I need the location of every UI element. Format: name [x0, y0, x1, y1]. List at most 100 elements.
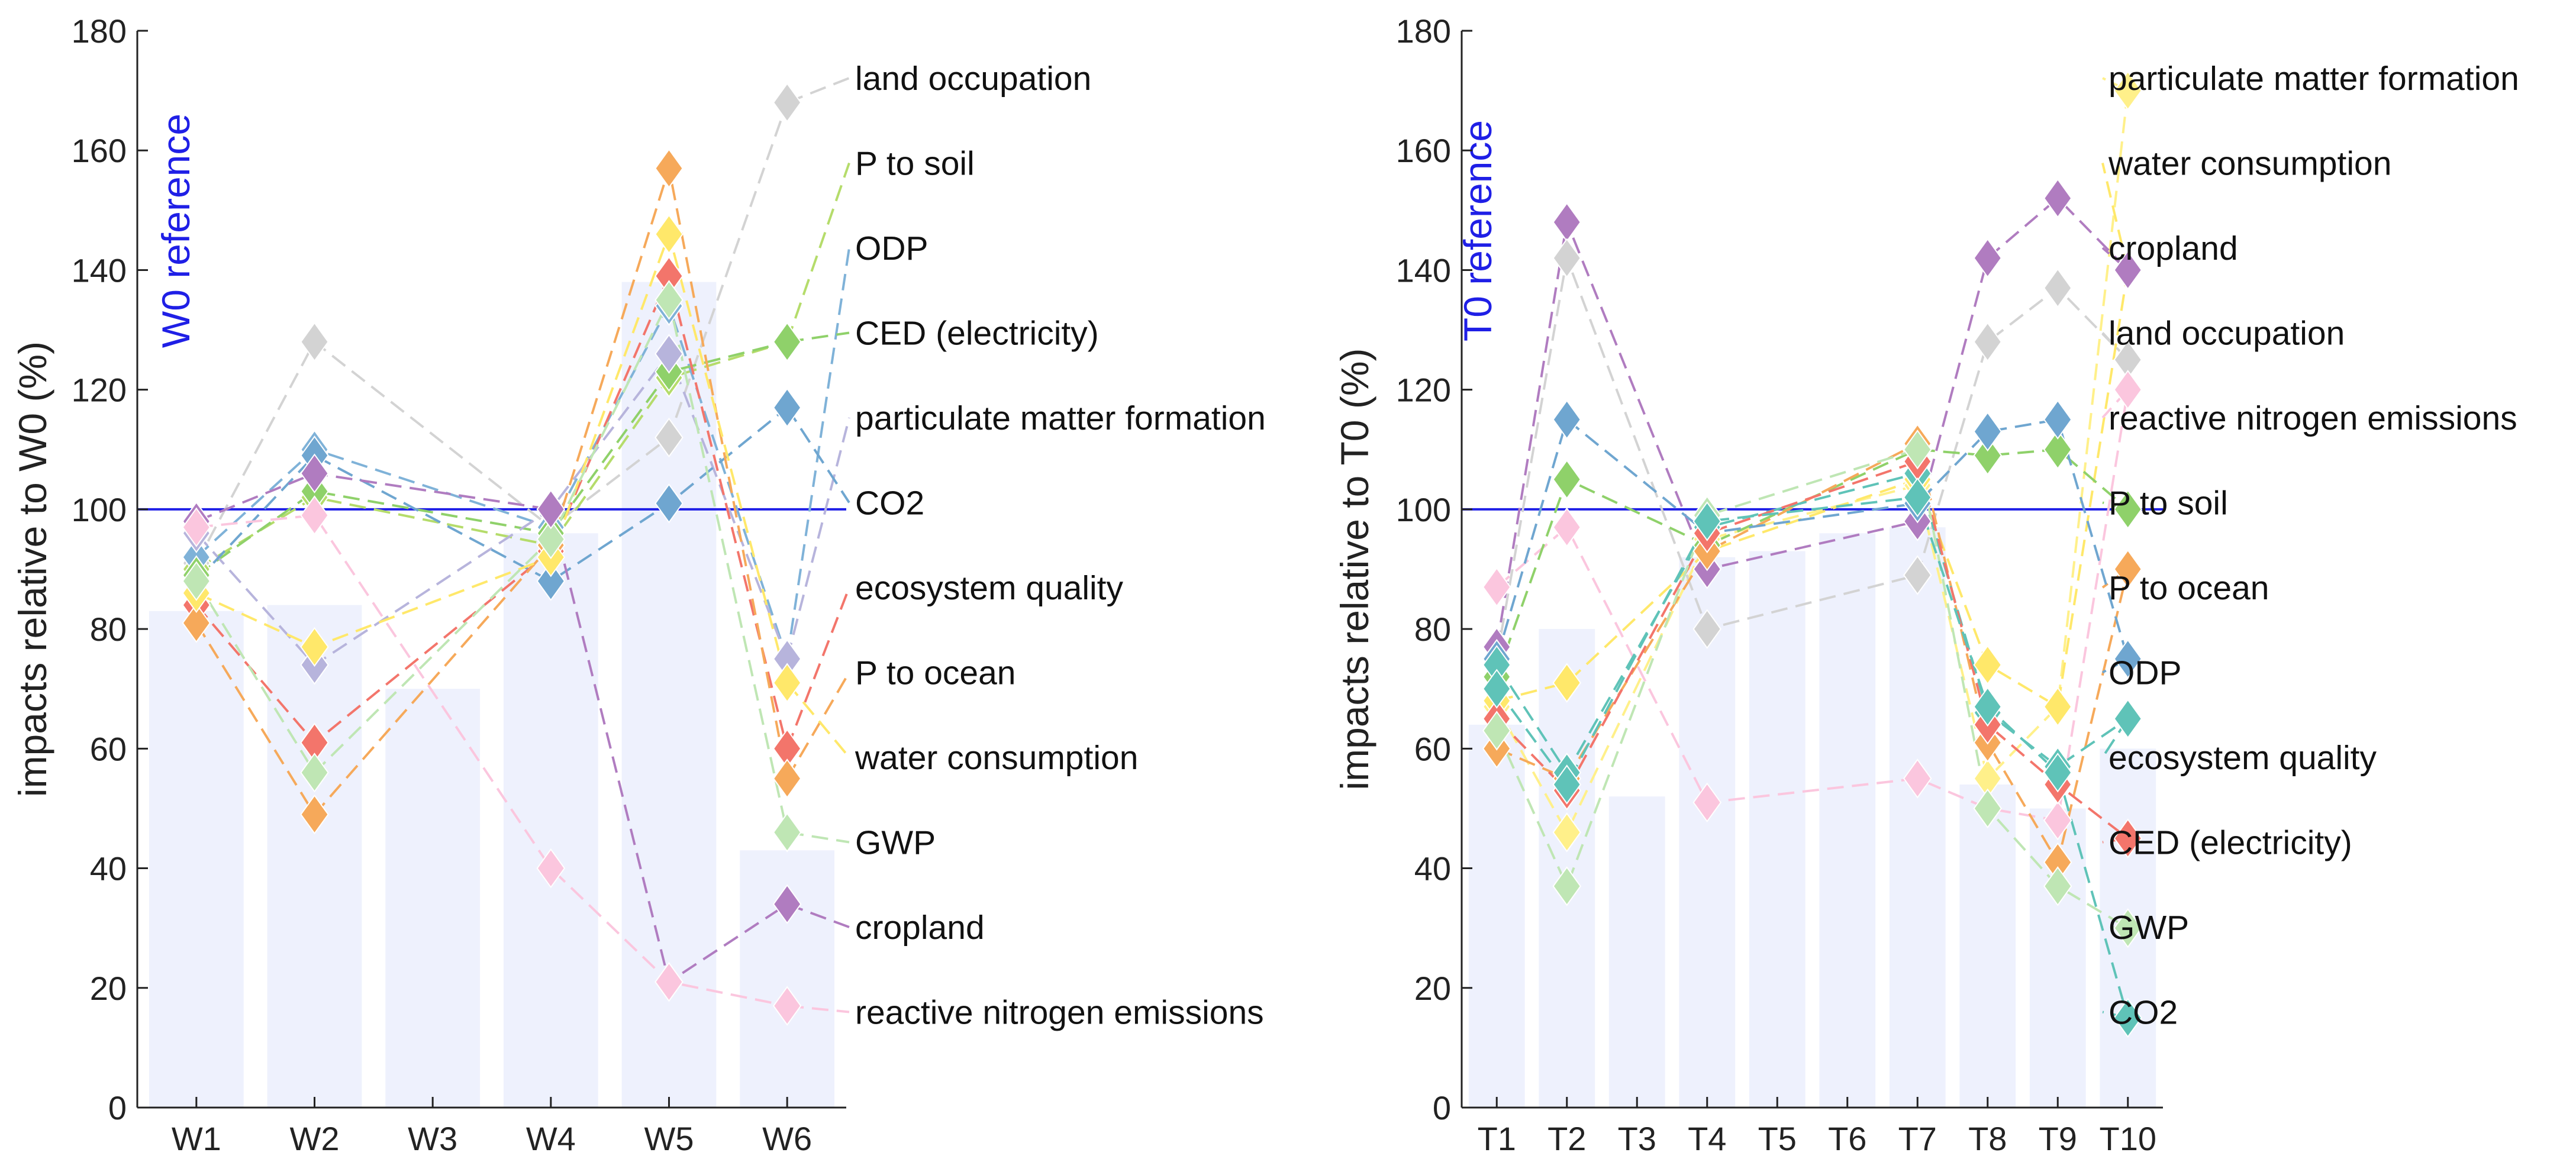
legend-leader-8 [786, 682, 850, 758]
marker-cropland-W2 [300, 453, 329, 493]
marker-reactive-nitrogen-emissions-T9 [2043, 800, 2072, 841]
marker-co2-T7 [1903, 477, 1932, 518]
x-tick-label-W6: W6 [762, 1120, 812, 1157]
bar-T7 [1889, 527, 1946, 1108]
legend-leader-1 [2101, 163, 2129, 270]
marker-p-to-soil-T8 [1973, 435, 2003, 476]
marker-particulate-matter-formation-W5 [655, 334, 684, 374]
marker-p-to-ocean-W2 [300, 794, 329, 835]
chart-T: T0 reference 0 20 40 60 80 100 120 140 160 180 T1 T2… [1333, 12, 2519, 1157]
y-tick-label: 60 [90, 730, 127, 767]
marker-co2-T1 [1482, 669, 1511, 709]
x-tick-label-W4: W4 [526, 1120, 576, 1157]
legend-label-8: ecosystem quality [2108, 739, 2377, 777]
marker-co2-W6 [772, 388, 802, 428]
legend-label-1: water consumption [2108, 145, 2391, 183]
marker-ced-electricity--T10 [2113, 818, 2143, 858]
marker-cropland-T9 [2043, 178, 2072, 218]
marker-p-to-ocean-W5 [655, 148, 684, 189]
legend-leader-5 [786, 406, 850, 503]
marker-group [1482, 70, 2143, 1038]
legend-leader-4 [786, 417, 850, 660]
x-tick-label-T7: T7 [1898, 1120, 1937, 1157]
legend-leader-6 [786, 587, 850, 750]
legend-label-0: land occupation [855, 60, 1091, 98]
x-tick-label-T4: T4 [1688, 1120, 1726, 1157]
marker-p-to-ocean-W1 [182, 603, 211, 643]
y-tick-label: 80 [1414, 611, 1451, 648]
bar-T1 [1468, 724, 1525, 1108]
marker-cropland-T10 [2113, 250, 2143, 290]
marker-co2-W5 [655, 483, 684, 524]
marker-co2-T2 [1552, 764, 1582, 805]
bar-T6 [1819, 533, 1876, 1108]
bar-W2 [267, 605, 362, 1108]
legend-label-6: ecosystem quality [855, 569, 1124, 607]
legend-label-5: P to soil [2108, 485, 2228, 522]
legend-label-4: reactive nitrogen emissions [2108, 399, 2517, 437]
bar-W3 [385, 689, 481, 1108]
marker-reactive-nitrogen-emissions-T10 [2113, 369, 2143, 410]
marker-odp-T10 [2113, 638, 2143, 679]
legend-label-8: water consumption [855, 739, 1138, 777]
chart-W: W0 reference 0 20 40 60 80 100 120 140 160 180 W1 W2… [11, 12, 1266, 1157]
x-tick-label-T1: T1 [1478, 1120, 1516, 1157]
marker-gwp-W6 [772, 812, 802, 853]
y-tick-label: 140 [1396, 251, 1451, 289]
legend-label-1: P to soil [855, 145, 975, 183]
y-tick-label: 80 [90, 611, 127, 648]
marker-ecosystem-quality-T10 [2113, 699, 2143, 739]
marker-cropland-W6 [772, 884, 802, 924]
marker-gwp-W4 [536, 519, 566, 560]
y-tick-label: 0 [1433, 1089, 1451, 1126]
x-tick-label-T9: T9 [2039, 1120, 2077, 1157]
marker-land-occupation-T8 [1973, 322, 2003, 362]
marker-p-to-ocean-T10 [2113, 549, 2143, 589]
marker-land-occupation-T4 [1692, 609, 1722, 649]
legend-label-9: GWP [855, 824, 936, 862]
legend-label-7: P to ocean [855, 654, 1016, 692]
y-tick-label: 120 [72, 372, 127, 409]
x-tick-label-T2: T2 [1547, 1120, 1586, 1157]
x-tick-label-T5: T5 [1758, 1120, 1797, 1157]
x-tick-label-W3: W3 [408, 1120, 457, 1157]
y-tick-label: 120 [1396, 372, 1451, 409]
y-tick-label: 60 [1414, 730, 1451, 767]
marker-particulate-matter-formation-T10 [2113, 70, 2143, 111]
x-tick-label-T10: T10 [2100, 1120, 2157, 1157]
y-tick-label: 20 [90, 970, 127, 1007]
marker-reactive-nitrogen-emissions-W4 [536, 848, 566, 889]
marker-odp-T2 [1552, 399, 1582, 440]
series-line-11 [196, 514, 788, 1008]
marker-gwp-T10 [2113, 908, 2143, 948]
legend-label-10: cropland [855, 909, 985, 947]
series-line-5 [195, 406, 788, 583]
marker-p-to-ocean-W6 [772, 758, 802, 799]
y-tick-label: 40 [90, 850, 127, 887]
marker-reactive-nitrogen-emissions-W5 [655, 961, 684, 1002]
marker-gwp-W2 [300, 753, 329, 793]
bar-T3 [1608, 796, 1665, 1108]
legend-label-6: P to ocean [2108, 569, 2269, 607]
y-axis-title: impacts relative to T0 (%) [1333, 348, 1376, 790]
y-tick-label: 20 [1414, 970, 1451, 1007]
marker-p-to-soil-T10 [2113, 489, 2143, 530]
series-line-10 [196, 472, 788, 984]
marker-particulate-matter-formation-T2 [1552, 812, 1582, 853]
marker-cropland-W4 [536, 489, 566, 530]
marker-water-consumption-W6 [772, 663, 802, 703]
marker-land-occupation-T9 [2043, 268, 2072, 308]
marker-group [182, 82, 802, 1026]
marker-reactive-nitrogen-emissions-W1 [182, 507, 211, 547]
marker-gwp-T8 [1973, 788, 2003, 829]
marker-land-occupation-W6 [772, 82, 802, 123]
legend-label-5: CO2 [855, 485, 924, 522]
y-tick-label: 160 [72, 132, 127, 169]
marker-land-occupation-T7 [1903, 555, 1932, 595]
marker-land-occupation-T2 [1552, 238, 1582, 278]
legend-label-4: particulate matter formation [855, 399, 1266, 437]
legend-label-2: ODP [855, 230, 928, 267]
x-tick-label-T8: T8 [1968, 1120, 2007, 1157]
legend-label-9: CED (electricity) [2108, 824, 2352, 862]
